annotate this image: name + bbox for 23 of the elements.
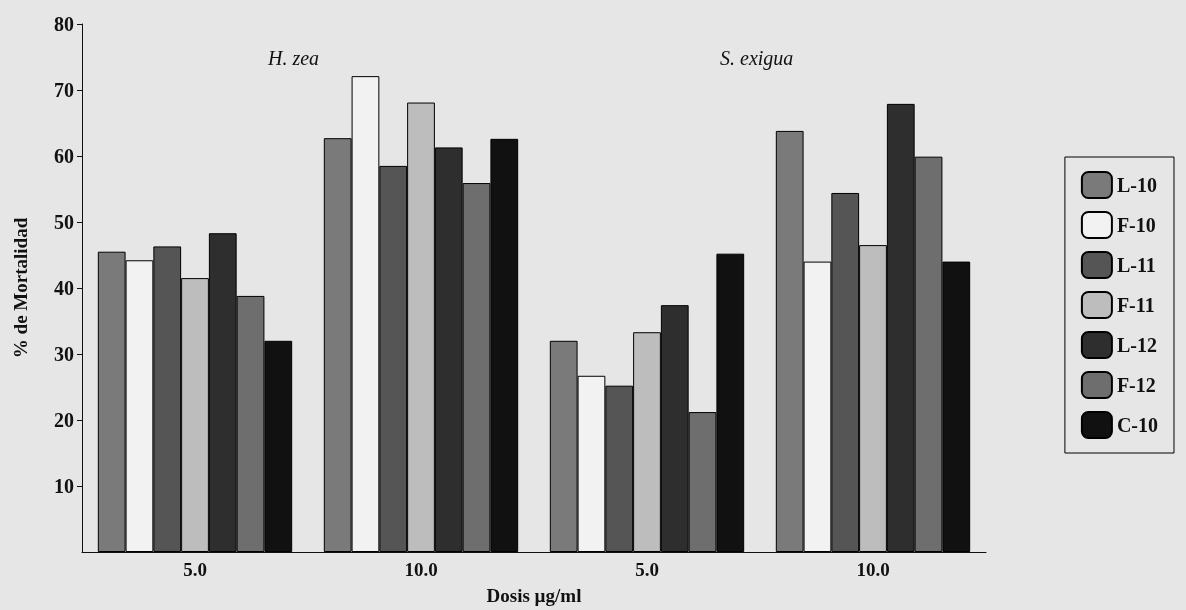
y-tick-label: 50 [54,211,74,233]
x-tick-label: 5.0 [635,559,659,580]
y-tick-label: 80 [54,13,74,35]
annotation: S. exigua [720,47,794,70]
legend-label: L-11 [1116,254,1156,276]
x-axis-title: Dosis µg/ml [486,585,582,606]
x-tick-label: 5.0 [183,559,207,580]
y-tick-label: 10 [54,475,74,497]
y-tick-label: 70 [54,79,74,101]
legend-label: F-10 [1116,214,1156,236]
legend-label: F-12 [1116,374,1156,396]
annotation: H. zea [267,47,320,69]
y-axis-title: % de Mortalidad [10,217,31,359]
y-tick-label: 20 [54,409,74,431]
y-tick-label: 40 [54,277,74,299]
x-tick-label: 10.0 [404,559,438,580]
x-tick-label: 10.0 [856,559,890,580]
legend-label: L-12 [1116,334,1157,356]
y-tick-label: 30 [54,343,74,365]
legend-label: L-10 [1116,174,1157,196]
legend-label: F-11 [1116,294,1155,316]
y-tick-label: 60 [54,145,74,167]
legend-label: C-10 [1116,414,1159,436]
